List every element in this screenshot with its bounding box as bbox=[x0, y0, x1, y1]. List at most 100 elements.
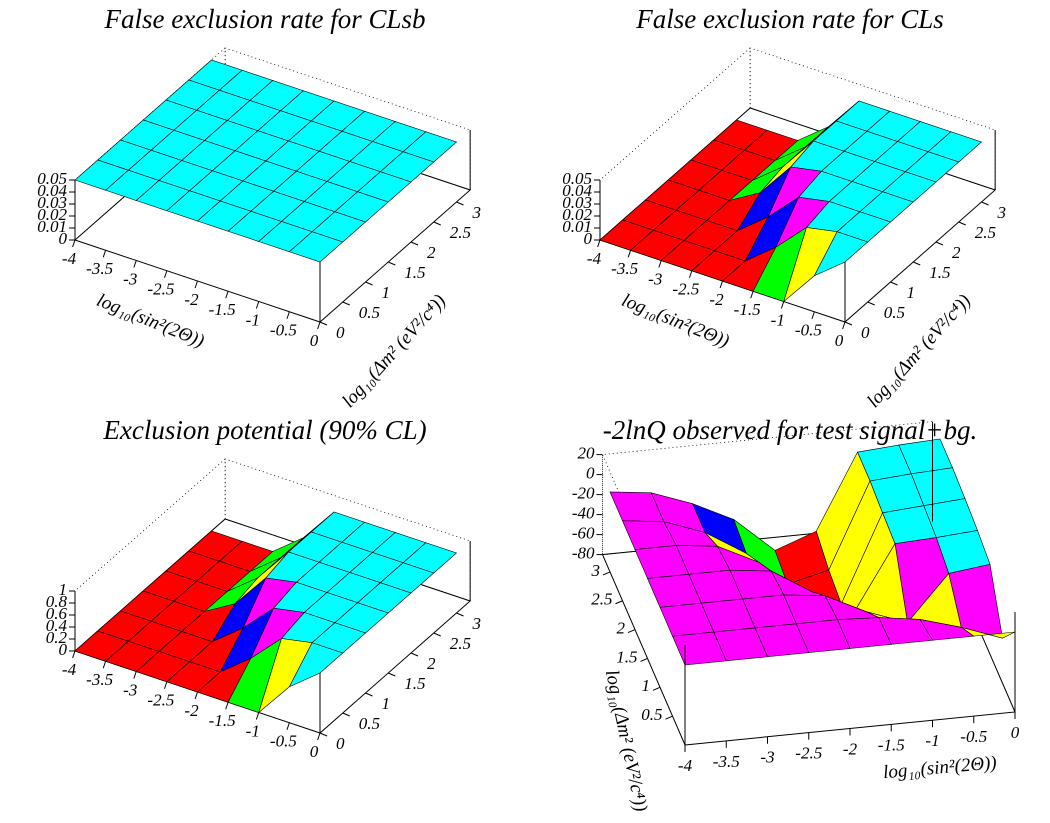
z-tick-label: 0.05 bbox=[37, 169, 67, 188]
x-tick bbox=[286, 722, 290, 730]
y-tick bbox=[365, 692, 373, 697]
x-tick-label: -3.5 bbox=[86, 259, 113, 278]
y-tick bbox=[981, 201, 989, 206]
z-tick-label: -80 bbox=[572, 543, 595, 562]
z-tick-label: 0.04 bbox=[37, 181, 67, 200]
x-tick bbox=[164, 681, 168, 689]
y-tick-label: 3 bbox=[997, 203, 1007, 222]
z-tick-label: 0 bbox=[59, 229, 68, 248]
x-tick bbox=[225, 291, 229, 299]
z-tick-label: 0.02 bbox=[562, 205, 592, 224]
y-tick-label: 1.5 bbox=[404, 263, 425, 282]
y-axis-label: log₁₀(Δm² (eV²/c⁴)) bbox=[863, 291, 975, 412]
y-tick-label: 0.5 bbox=[359, 303, 380, 322]
y-tick bbox=[615, 600, 623, 605]
y-tick-label: 0 bbox=[861, 323, 870, 342]
x-tick-label: 0 bbox=[310, 742, 319, 761]
z-tick-label: 0.01 bbox=[37, 217, 67, 236]
y-tick bbox=[319, 732, 328, 737]
surface-cell bbox=[288, 642, 344, 688]
panel: False exclusion rate for CLs -4 -3.5 -3 -2.5… bbox=[562, 4, 1006, 412]
x-tick-label: -3 bbox=[648, 269, 662, 288]
y-tick bbox=[640, 657, 648, 662]
y-tick-label: 2 bbox=[617, 619, 626, 638]
x-tick bbox=[658, 260, 662, 268]
x-tick bbox=[194, 691, 198, 700]
y-tick bbox=[958, 221, 966, 226]
x-tick-label: -3.5 bbox=[713, 752, 740, 771]
y-tick-label: 1 bbox=[907, 283, 916, 302]
y-tick bbox=[410, 241, 419, 246]
z-tick-label: 0.02 bbox=[37, 205, 67, 224]
x-tick-label: -1.5 bbox=[734, 300, 761, 319]
z-tick-label: 0 bbox=[59, 640, 68, 659]
x-tick-label: -2.5 bbox=[795, 744, 822, 763]
x-tick-label: 0 bbox=[835, 331, 844, 350]
y-tick bbox=[652, 686, 661, 691]
y-tick-label: 2.5 bbox=[450, 223, 471, 242]
y-tick-label: 2 bbox=[427, 243, 436, 262]
y-tick bbox=[342, 712, 350, 717]
y-tick bbox=[665, 715, 673, 720]
y-tick-label: 2.5 bbox=[450, 634, 471, 653]
x-tick-label: -1 bbox=[246, 310, 260, 329]
x-tick-label: -3.5 bbox=[86, 670, 113, 689]
y-tick bbox=[627, 629, 636, 634]
surface-cell bbox=[813, 231, 869, 277]
y-tick bbox=[319, 321, 328, 326]
y-tick-label: 1.5 bbox=[929, 263, 950, 282]
x-tick-label: -3.5 bbox=[611, 259, 638, 278]
y-tick bbox=[867, 301, 875, 306]
y-tick-label: 1 bbox=[642, 676, 651, 695]
x-tick bbox=[811, 311, 815, 319]
x-tick-label: -3 bbox=[760, 748, 774, 767]
z-tick-label: 20 bbox=[578, 443, 596, 462]
z-tick-label: 0.01 bbox=[562, 217, 592, 236]
x-tick-label: -1 bbox=[246, 721, 260, 740]
surface-cell bbox=[288, 231, 344, 263]
x-tick bbox=[102, 250, 107, 258]
y-tick-label: 2 bbox=[952, 243, 961, 262]
y-tick-label: 0 bbox=[336, 734, 345, 753]
y-tick-label: 2.5 bbox=[975, 223, 996, 242]
y-tick bbox=[602, 571, 611, 576]
y-tick bbox=[388, 261, 396, 266]
y-tick bbox=[410, 652, 419, 657]
z-tick-label: -40 bbox=[572, 503, 595, 522]
z-tick-label: 0.03 bbox=[562, 193, 592, 212]
z-tick-label: 1 bbox=[59, 580, 68, 599]
y-tick-label: 0.5 bbox=[359, 714, 380, 733]
x-tick-label: -1 bbox=[925, 731, 939, 750]
x-tick bbox=[72, 650, 76, 659]
x-tick-label: -3 bbox=[123, 680, 137, 699]
panel: -2lnQ observed for test signal+bg. -4 -3.5… bbox=[572, 415, 1020, 813]
x-tick bbox=[842, 321, 846, 330]
back-wall bbox=[602, 421, 933, 556]
x-tick-label: -4 bbox=[62, 660, 77, 679]
x-tick bbox=[102, 661, 107, 669]
y-tick bbox=[456, 612, 464, 617]
y-tick-label: 1.5 bbox=[616, 647, 637, 666]
y-tick-label: 1 bbox=[382, 694, 391, 713]
x-tick bbox=[72, 239, 76, 248]
z-tick-label: 0 bbox=[584, 229, 593, 248]
x-tick bbox=[689, 270, 693, 278]
y-tick-label: 2 bbox=[427, 654, 436, 673]
z-tick-label: 0 bbox=[586, 463, 595, 482]
x-tick-label: -2 bbox=[184, 290, 199, 309]
x-tick bbox=[255, 301, 260, 309]
x-tick bbox=[597, 239, 601, 248]
x-axis-label: log₁₀(sin²(2Θ)) bbox=[882, 752, 997, 783]
y-tick bbox=[388, 672, 396, 677]
chart-title: Exclusion potential (90% CL) bbox=[102, 415, 426, 445]
x-tick bbox=[719, 280, 723, 289]
x-tick-label: -1.5 bbox=[209, 300, 236, 319]
x-tick-label: -4 bbox=[678, 756, 693, 775]
y-tick-label: 3 bbox=[591, 561, 601, 580]
x-tick-label: -2.5 bbox=[672, 280, 699, 299]
x-tick-label: -2 bbox=[184, 701, 199, 720]
y-tick-label: 3 bbox=[472, 203, 482, 222]
panel: False exclusion rate for CLsb -4 -3.5 -3 -2.… bbox=[37, 4, 481, 412]
y-tick-label: 0 bbox=[336, 323, 345, 342]
